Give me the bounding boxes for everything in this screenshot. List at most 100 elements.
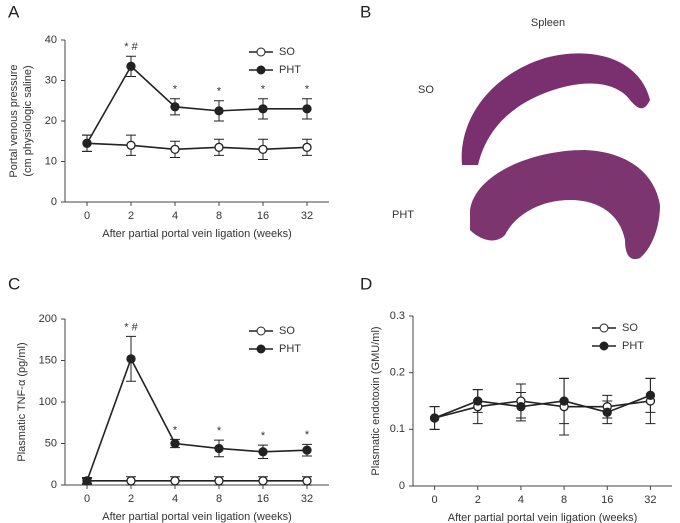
y-tick-label: 100 (39, 396, 57, 408)
x-tick-label: 0 (84, 493, 90, 505)
legend-marker (256, 47, 266, 57)
marker (170, 476, 180, 486)
legend-marker (599, 323, 609, 333)
marker (258, 476, 268, 486)
legend-label: PHT (279, 64, 301, 76)
image-panel: B Spleen SO PHT HE×10 (360, 2, 660, 260)
x-tick-label: 4 (172, 210, 178, 222)
annotation: * (173, 424, 178, 436)
marker (214, 443, 224, 454)
legend-marker (256, 65, 266, 75)
marker (214, 476, 224, 486)
x-tick-label: 32 (301, 210, 313, 222)
marker (258, 104, 268, 114)
chart: D 0 0.1 0.2 0.3 0 2 4 8 16 32 After partial portal … (360, 274, 672, 523)
x-tick-label: 32 (301, 493, 313, 505)
marker (170, 438, 180, 449)
chart: C 0 50 100 150 200 0 2 4 8 16 32 After partial porta… (8, 274, 329, 523)
marker (559, 396, 569, 406)
annotation: * (217, 86, 222, 98)
panel-letter: B (360, 2, 371, 21)
y-tick-label: 0 (51, 479, 57, 491)
legend-label: SO (279, 46, 295, 58)
x-tick-label: 4 (172, 493, 178, 505)
marker (126, 61, 136, 71)
marker (516, 402, 526, 412)
image-label: SO (418, 84, 434, 96)
annotation: * # (124, 321, 138, 333)
legend-label: SO (279, 325, 295, 337)
marker (82, 138, 92, 148)
y-tick-label: 30 (45, 74, 57, 86)
x-axis-label: After partial portal vein ligation (week… (102, 511, 292, 523)
marker (302, 104, 312, 114)
annotation: * (261, 430, 266, 442)
y-tick-label: 40 (45, 34, 57, 46)
marker (473, 396, 483, 406)
legend-marker (256, 326, 266, 336)
y-tick-label: 50 (45, 437, 57, 449)
x-tick-label: 0 (84, 210, 90, 222)
y-tick-label: 0 (51, 196, 57, 208)
x-tick-label: 16 (257, 210, 269, 222)
annotation: * (305, 84, 310, 96)
x-tick-label: 2 (128, 210, 134, 222)
series-line (86, 142, 308, 151)
legend-label: PHT (279, 343, 301, 355)
y-tick-label: 0.3 (390, 310, 405, 322)
marker (170, 102, 180, 112)
y-axis-label: Plasmatic TNF-α (pg/ml) (16, 342, 28, 461)
y-tick-label: 200 (39, 313, 57, 325)
annotation: * (173, 84, 178, 96)
panel-letter: D (360, 274, 372, 293)
marker (170, 144, 180, 155)
marker (82, 476, 92, 486)
marker (214, 142, 224, 152)
series-line (434, 394, 651, 419)
x-tick-label: 32 (644, 494, 656, 506)
spleen-section (461, 53, 650, 165)
chart: A 0 10 20 30 40 0 2 4 8 16 32 After partial portal v… (8, 2, 329, 240)
x-tick-label: 2 (128, 493, 134, 505)
legend-label: SO (622, 322, 638, 334)
series-line (86, 65, 307, 144)
y-axis-label: (cm physiologic saline) (22, 65, 34, 176)
y-tick-label: 0.1 (390, 423, 405, 435)
marker (645, 390, 656, 400)
marker (126, 140, 136, 150)
image-title: Spleen (531, 17, 565, 29)
annotation: * (305, 429, 310, 441)
marker (302, 142, 312, 152)
y-tick-label: 150 (39, 354, 57, 366)
spleen-section (470, 150, 660, 260)
x-tick-label: 2 (475, 494, 481, 506)
marker (429, 413, 440, 423)
x-axis-label: After partial portal vein ligation (week… (448, 512, 638, 523)
marker (302, 445, 312, 455)
x-tick-label: 8 (216, 210, 222, 222)
marker (258, 144, 268, 155)
image-label: HE×10 (530, 236, 564, 248)
x-tick-label: 4 (518, 494, 524, 506)
marker (302, 476, 312, 486)
x-tick-label: 8 (216, 493, 222, 505)
legend-marker (256, 344, 266, 354)
x-axis-label: After partial portal vein ligation (week… (102, 228, 292, 240)
annotation: * # (124, 41, 138, 53)
marker (258, 447, 268, 457)
marker (126, 354, 136, 364)
annotation: * (217, 425, 222, 437)
y-tick-label: 0.2 (390, 367, 405, 379)
annotation: * (261, 84, 266, 96)
panel-letter: C (8, 274, 20, 293)
image-label: PHT (392, 209, 414, 221)
y-tick-label: 20 (45, 115, 57, 127)
x-tick-label: 0 (432, 494, 438, 506)
x-tick-label: 8 (561, 494, 567, 506)
y-axis-label: Portal venous pressure (8, 64, 20, 177)
panel-letter: A (8, 2, 20, 21)
marker (602, 407, 612, 417)
y-axis-label: Plasmatic endotoxin (GMU/ml) (370, 326, 382, 475)
legend-marker (599, 341, 609, 351)
